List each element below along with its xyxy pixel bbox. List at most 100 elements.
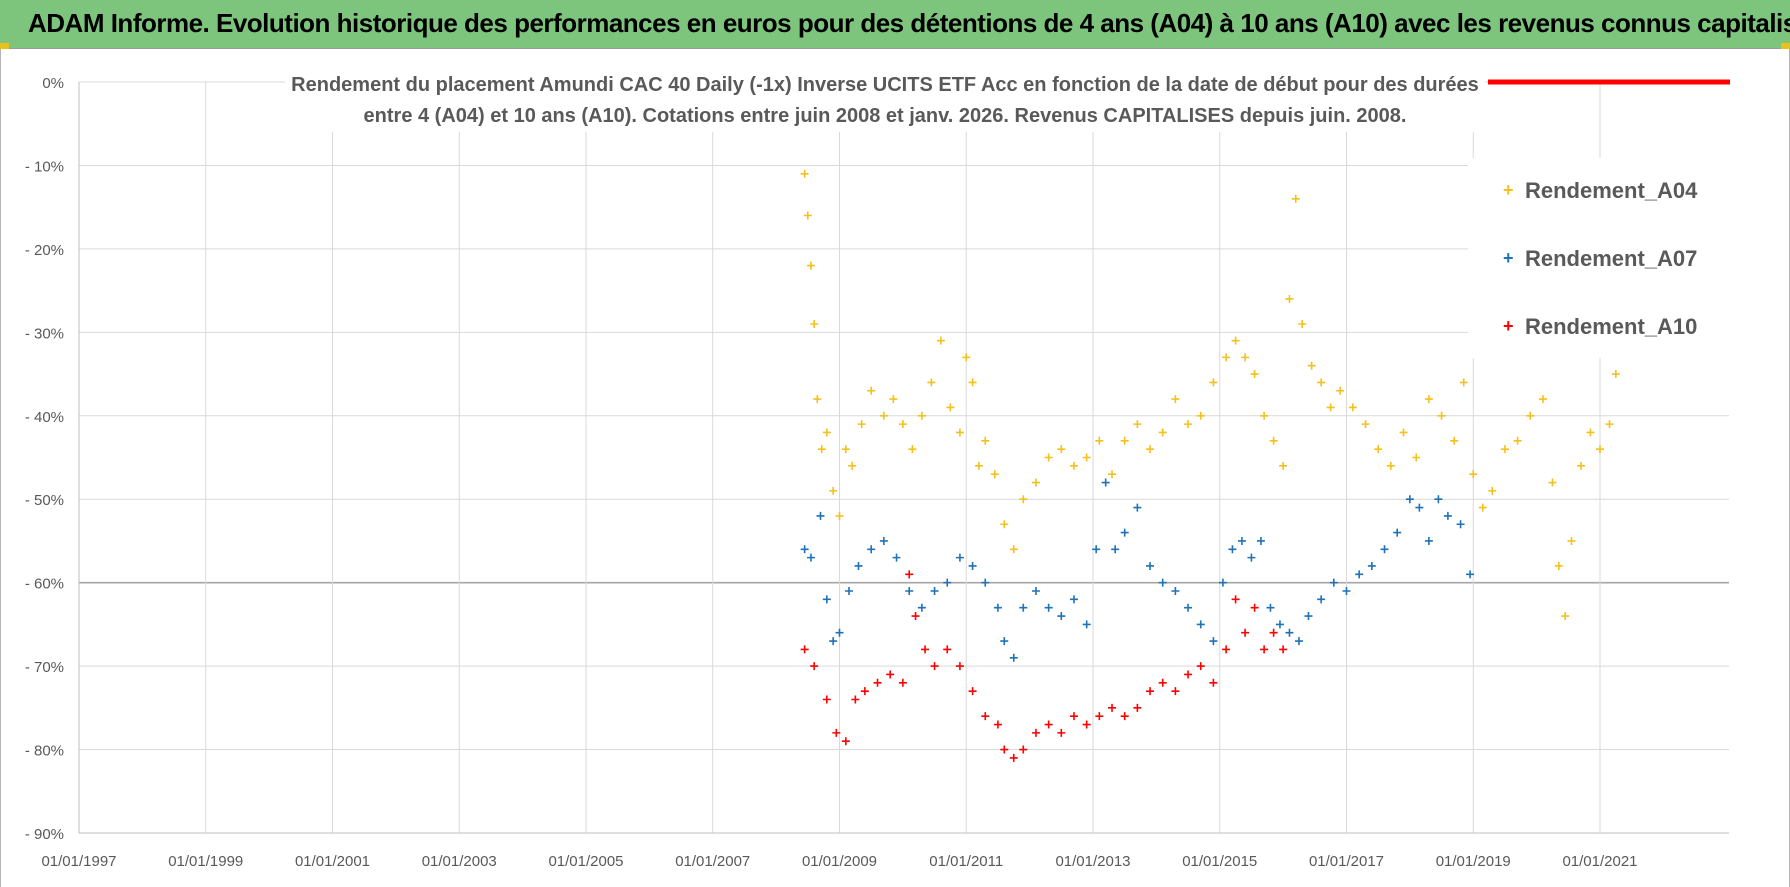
plus-marker-icon: +	[1503, 316, 1514, 336]
data-point	[1304, 612, 1313, 621]
x-tick-label: 01/01/2005	[548, 853, 623, 870]
data-point	[1019, 495, 1028, 504]
data-point	[993, 720, 1002, 729]
data-point	[1158, 428, 1167, 437]
data-point	[889, 395, 898, 404]
data-point	[879, 536, 888, 545]
corner-accent-right	[1781, 43, 1790, 49]
data-point	[1317, 595, 1326, 604]
data-point	[930, 587, 939, 596]
data-point	[1228, 545, 1237, 554]
data-point	[1466, 570, 1475, 579]
data-point	[1380, 545, 1389, 554]
data-point	[1031, 587, 1040, 596]
data-point	[1279, 645, 1288, 654]
data-point	[1009, 753, 1018, 762]
data-point	[867, 386, 876, 395]
y-tick-label: - 40%	[25, 409, 64, 426]
legend-label-a07: Rendement_A07	[1525, 246, 1698, 271]
data-point	[1437, 411, 1446, 420]
data-point	[800, 545, 809, 554]
data-point	[800, 169, 809, 178]
data-point	[1415, 503, 1424, 512]
x-tick-label: 01/01/2001	[295, 853, 370, 870]
data-point	[1269, 436, 1278, 445]
data-point	[845, 587, 854, 596]
data-point	[1412, 453, 1421, 462]
data-point	[1082, 453, 1091, 462]
data-point	[1241, 628, 1250, 637]
data-point	[1342, 587, 1351, 596]
data-point	[1459, 378, 1468, 387]
data-point	[1000, 745, 1009, 754]
legend-label-a10: Rendement_A10	[1525, 314, 1698, 339]
data-point	[1044, 603, 1053, 612]
data-point	[1478, 503, 1487, 512]
data-point	[1596, 445, 1604, 454]
series-rendement_a10	[800, 570, 1288, 762]
chart-subtitle-line-2: entre 4 (A04) et 10 ans (A10). Cotations…	[363, 105, 1407, 127]
data-point	[841, 737, 850, 746]
data-point	[1009, 653, 1018, 662]
data-point	[981, 436, 990, 445]
y-tick-label: - 60%	[25, 576, 64, 593]
data-point	[1069, 712, 1078, 721]
data-point	[1336, 386, 1345, 395]
x-tick-label: 01/01/1997	[41, 853, 116, 870]
plus-marker-icon: +	[1503, 180, 1514, 200]
data-point	[990, 470, 999, 479]
data-point	[911, 612, 920, 621]
plus-marker-icon: +	[1503, 248, 1514, 268]
data-point	[817, 445, 826, 454]
legend-item-a04: + Rendement_A04	[1468, 176, 1728, 210]
data-point	[1548, 478, 1557, 487]
data-point	[835, 511, 844, 520]
data-point	[1317, 378, 1326, 387]
x-tick-label: 01/01/2015	[1182, 853, 1257, 870]
data-point	[1307, 361, 1316, 370]
data-point	[898, 678, 907, 687]
data-point	[1348, 403, 1357, 412]
data-point	[993, 603, 1002, 612]
data-point	[1456, 520, 1465, 529]
y-tick-label: - 10%	[25, 158, 64, 175]
y-tick-label: - 70%	[25, 659, 64, 676]
data-point	[1146, 445, 1155, 454]
legend-label-a04: Rendement_A04	[1525, 178, 1698, 203]
data-point	[1209, 378, 1218, 387]
data-point	[1133, 703, 1142, 712]
data-point	[1294, 637, 1303, 646]
data-point	[1044, 720, 1053, 729]
y-tick-label: - 90%	[25, 826, 64, 843]
chart-subtitle-line-1: Rendement du placement Amundi CAC 40 Dai…	[291, 74, 1479, 96]
data-point	[1101, 478, 1110, 487]
data-point	[860, 687, 869, 696]
data-point	[1443, 511, 1452, 520]
data-point	[1120, 436, 1129, 445]
data-point	[962, 353, 971, 362]
data-point	[908, 445, 917, 454]
data-point	[1044, 453, 1053, 462]
banner: ADAM Informe. Evolution historique des p…	[0, 0, 1790, 49]
data-point	[1171, 587, 1180, 596]
x-tick-label: 01/01/2011	[929, 853, 1003, 870]
data-point	[1275, 620, 1284, 629]
data-point	[1069, 461, 1078, 470]
data-point	[822, 428, 831, 437]
data-point	[1111, 545, 1120, 554]
data-point	[822, 695, 831, 704]
x-tick-label: 01/01/1999	[168, 853, 243, 870]
data-point	[810, 319, 819, 328]
data-point	[1567, 536, 1576, 545]
data-point	[905, 570, 914, 579]
data-point	[879, 411, 888, 420]
data-point	[1000, 637, 1009, 646]
data-point	[848, 461, 857, 470]
data-point	[946, 403, 955, 412]
data-point	[1247, 553, 1256, 562]
data-point	[1586, 428, 1595, 437]
data-point	[1405, 495, 1414, 504]
data-point	[841, 445, 850, 454]
data-point	[1171, 395, 1180, 404]
x-tick-label: 01/01/2021	[1562, 853, 1637, 870]
